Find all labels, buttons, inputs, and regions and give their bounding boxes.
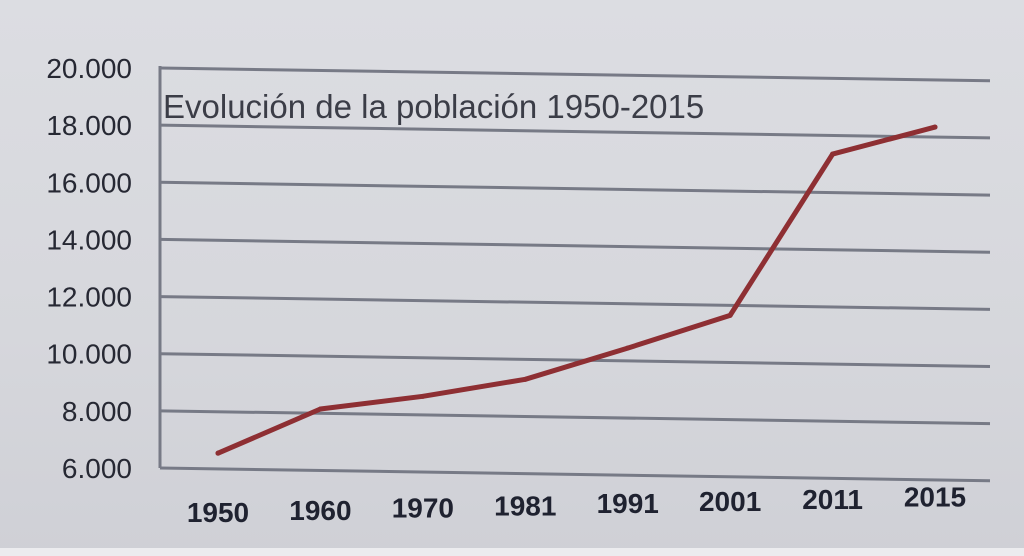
- gridline-12.000: [159, 295, 991, 311]
- x-axis-tick-labels: 1950 1960 1970 1981 1991 2001 2011 2015: [187, 482, 966, 528]
- y-tick-label: 20.000: [46, 53, 132, 84]
- y-tick-label: 18.000: [46, 110, 132, 141]
- y-axis-tick-labels: 6.000 8.000 10.000 12.000 14.000 16.000 18.000…: [46, 53, 132, 484]
- data-point: [830, 151, 836, 157]
- gridline-14.000: [159, 237, 991, 254]
- data-point: [932, 124, 938, 130]
- gridline-10.000: [159, 352, 991, 368]
- series-layer: [215, 124, 938, 456]
- data-point: [625, 345, 631, 351]
- x-tick-label: 1991: [597, 488, 659, 519]
- gridline-18.000: [159, 123, 991, 140]
- y-tick-label: 16.000: [46, 167, 132, 198]
- x-tick-label: 1960: [289, 495, 351, 526]
- gridline-6.000: [159, 466, 991, 483]
- data-point: [317, 406, 323, 412]
- gridline-20.000: [159, 66, 991, 83]
- y-tick-label: 10.000: [46, 339, 132, 370]
- x-tick-label: 1981: [494, 490, 556, 521]
- series-line-0: [215, 124, 938, 456]
- gridlines: [158, 66, 991, 483]
- x-tick-label: 2001: [699, 486, 761, 517]
- data-point: [727, 312, 733, 318]
- y-tick-label: 8.000: [62, 396, 132, 427]
- x-tick-label: 1950: [187, 497, 249, 528]
- data-point: [215, 450, 221, 456]
- data-point: [522, 376, 528, 382]
- x-tick-label: 2015: [904, 482, 966, 513]
- y-tick-label: 14.000: [46, 224, 132, 255]
- gridline-16.000: [159, 180, 991, 197]
- y-tick-label: 6.000: [62, 453, 132, 484]
- y-tick-label: 12.000: [46, 282, 132, 313]
- data-point: [420, 393, 426, 399]
- x-tick-label: 2011: [802, 484, 863, 515]
- x-tick-label: 1970: [392, 493, 454, 524]
- chart-title: Evolución de la población 1950-2015: [163, 88, 704, 125]
- gridline-8.000: [159, 409, 991, 426]
